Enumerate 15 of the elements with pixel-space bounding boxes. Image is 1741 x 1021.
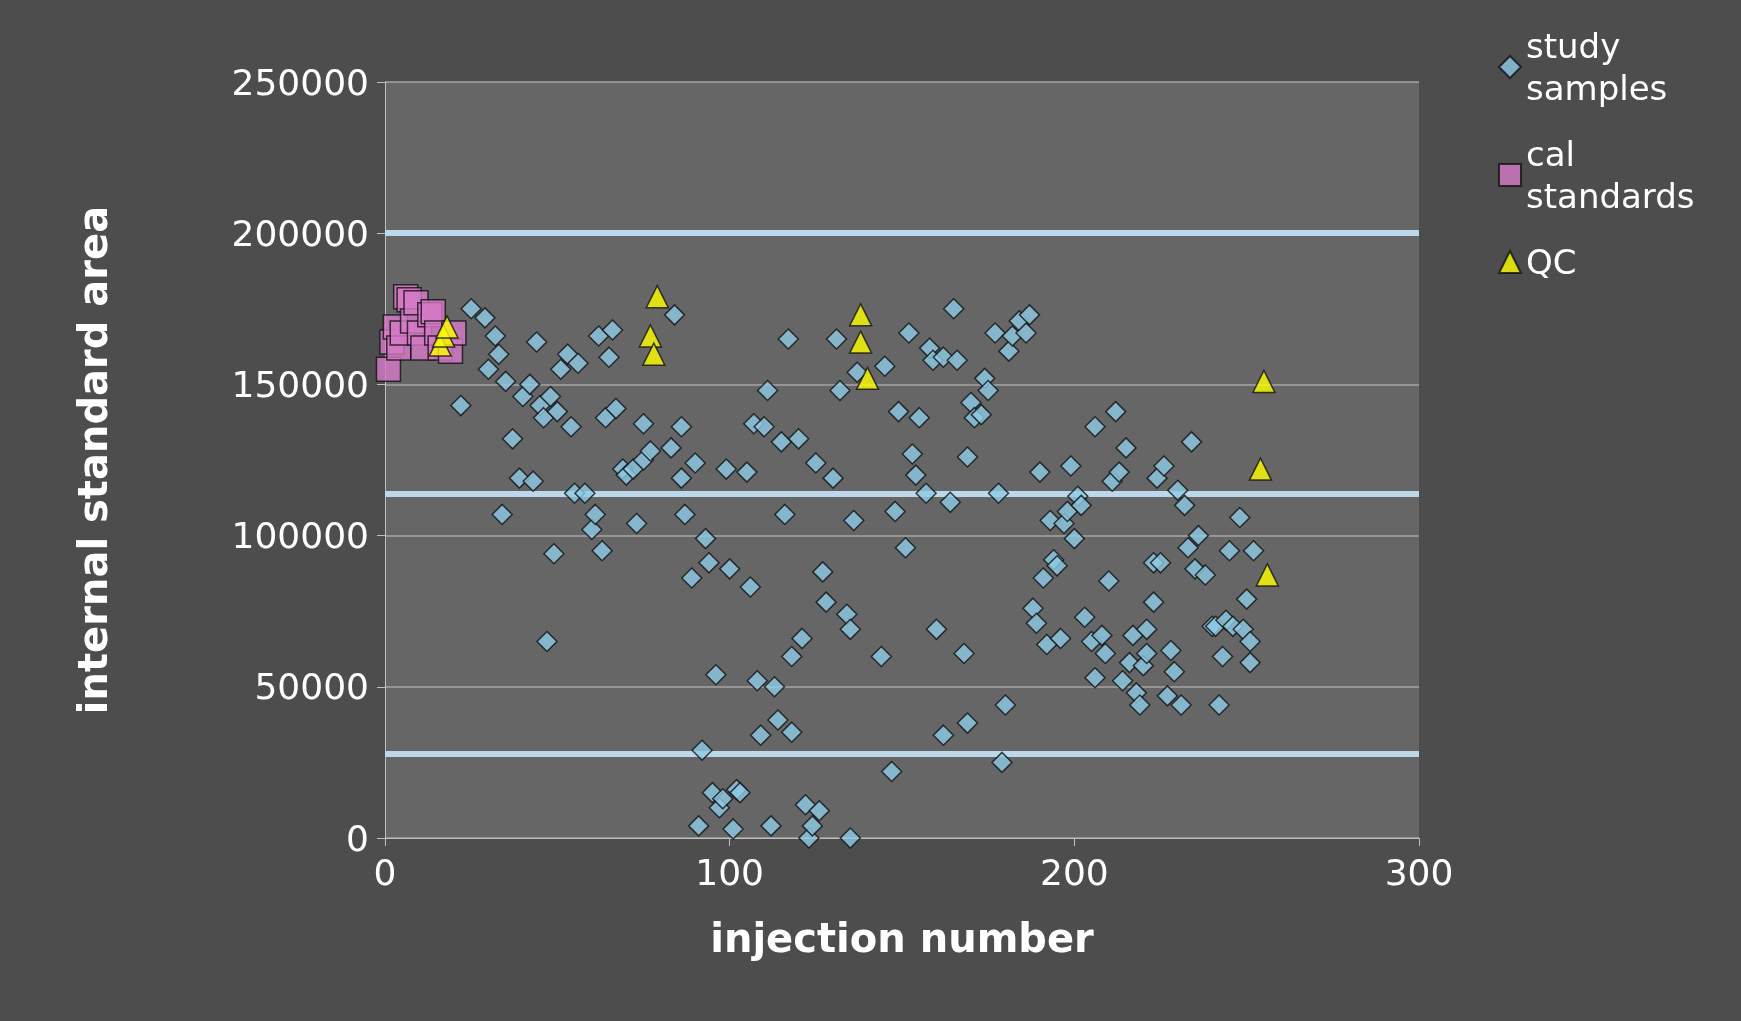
y-tick-label: 50000 [254,666,369,708]
legend-label: cal standards [1526,134,1695,216]
y-tick-label: 200000 [231,212,369,254]
y-tick-label: 100000 [231,515,369,557]
x-tick-label: 300 [1384,851,1454,893]
x-tick-label: 100 [695,851,765,893]
x-tick-label: 200 [1039,851,1109,893]
y-axis-title: internal standard area [70,205,116,715]
legend-label: QC [1526,242,1577,282]
y-tick-label: 250000 [231,61,369,103]
legend-label: study samples [1526,26,1668,108]
y-tick-label: 0 [346,817,369,859]
x-axis-title: injection number [710,915,1095,961]
x-tick-label: 0 [373,851,397,893]
y-tick-label: 150000 [231,363,369,405]
